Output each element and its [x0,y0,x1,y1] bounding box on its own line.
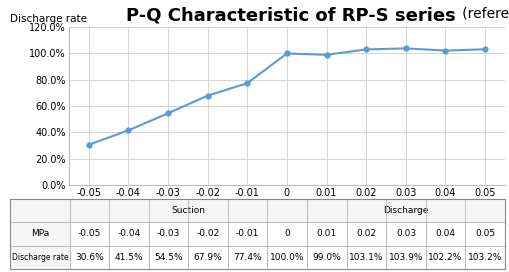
Text: Discharge rate: Discharge rate [12,253,68,262]
Text: (reference): (reference) [448,7,509,21]
FancyBboxPatch shape [10,199,69,222]
FancyBboxPatch shape [425,222,464,246]
FancyBboxPatch shape [69,246,109,269]
FancyBboxPatch shape [464,246,504,269]
FancyBboxPatch shape [228,246,267,269]
FancyBboxPatch shape [109,246,149,269]
Text: 30.6%: 30.6% [75,253,103,262]
Text: Suction: Suction [148,220,187,230]
FancyBboxPatch shape [464,222,504,246]
Text: -0.03: -0.03 [156,229,180,239]
FancyBboxPatch shape [228,222,267,246]
FancyBboxPatch shape [425,246,464,269]
Text: MPa: MPa [31,229,49,239]
FancyBboxPatch shape [10,222,69,246]
Text: 41.5%: 41.5% [115,253,143,262]
FancyBboxPatch shape [267,222,306,246]
FancyBboxPatch shape [306,222,346,246]
Text: P-Q Characteristic of RP-S series: P-Q Characteristic of RP-S series [126,7,455,25]
Text: 100.0%: 100.0% [269,253,304,262]
Text: 102.2%: 102.2% [428,253,462,262]
FancyBboxPatch shape [149,246,188,269]
Text: -0.01: -0.01 [236,229,259,239]
FancyBboxPatch shape [69,222,109,246]
Text: Discharge rate: Discharge rate [10,14,87,24]
Text: Discharge: Discharge [383,206,428,215]
Text: 103.9%: 103.9% [388,253,422,262]
Text: (MPa): (MPa) [506,220,509,230]
FancyBboxPatch shape [188,222,228,246]
Text: Suction: Suction [171,206,205,215]
FancyBboxPatch shape [306,246,346,269]
Text: 0: 0 [284,229,290,239]
Text: 54.5%: 54.5% [154,253,182,262]
Text: -0.05: -0.05 [77,229,101,239]
Text: Discharge: Discharge [379,220,431,230]
Text: 103.1%: 103.1% [349,253,383,262]
FancyBboxPatch shape [267,246,306,269]
Text: 0.03: 0.03 [395,229,415,239]
FancyBboxPatch shape [385,222,425,246]
FancyBboxPatch shape [188,246,228,269]
FancyBboxPatch shape [385,246,425,269]
FancyBboxPatch shape [306,199,504,222]
Text: 0.04: 0.04 [435,229,455,239]
Text: 77.4%: 77.4% [233,253,262,262]
Text: 103.2%: 103.2% [467,253,501,262]
FancyBboxPatch shape [109,222,149,246]
Text: -0.02: -0.02 [196,229,219,239]
Text: 0.05: 0.05 [474,229,494,239]
Text: -0.04: -0.04 [117,229,140,239]
FancyBboxPatch shape [69,199,306,222]
FancyBboxPatch shape [149,222,188,246]
Text: 0.01: 0.01 [316,229,336,239]
Text: 99.0%: 99.0% [312,253,341,262]
Text: 0.02: 0.02 [356,229,376,239]
FancyBboxPatch shape [10,246,69,269]
Text: 67.9%: 67.9% [193,253,222,262]
FancyBboxPatch shape [346,246,385,269]
FancyBboxPatch shape [346,222,385,246]
